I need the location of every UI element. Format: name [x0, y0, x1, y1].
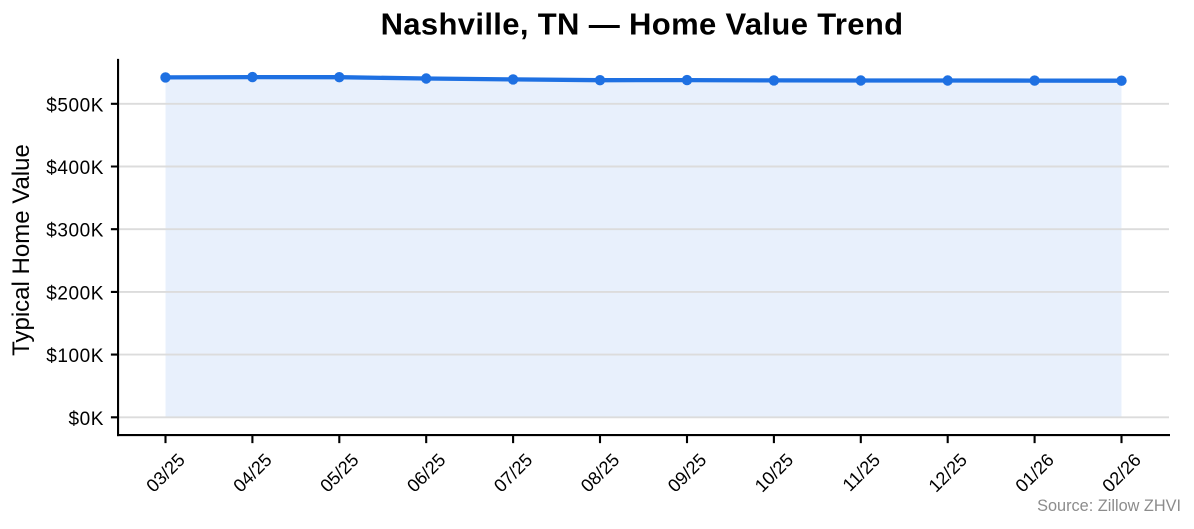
svg-text:$100K: $100K — [46, 346, 104, 367]
svg-text:$500K: $500K — [46, 95, 104, 116]
svg-text:$200K: $200K — [46, 283, 104, 304]
svg-text:$300K: $300K — [46, 221, 104, 242]
svg-text:$400K: $400K — [46, 158, 104, 179]
svg-text:Typical Home Value: Typical Home Value — [8, 144, 35, 356]
svg-text:Nashville, TN — Home Value Tre: Nashville, TN — Home Value Trend — [381, 7, 904, 42]
svg-text:Source: Zillow ZHVI: Source: Zillow ZHVI — [1037, 497, 1181, 515]
svg-text:$0K: $0K — [69, 409, 104, 430]
